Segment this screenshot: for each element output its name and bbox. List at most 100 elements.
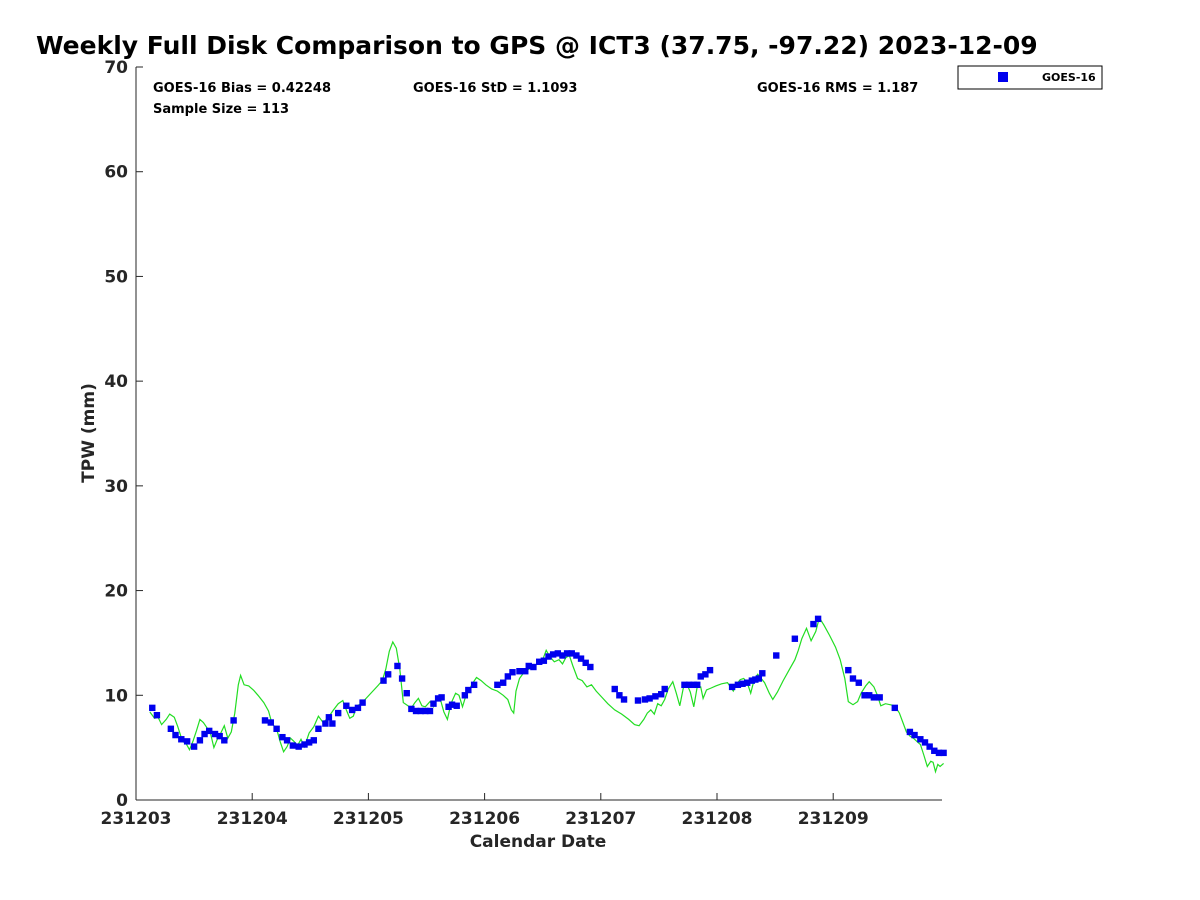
- goes16-point: [549, 651, 557, 658]
- goes16-point: [283, 737, 291, 744]
- goes16-point: [221, 737, 228, 744]
- goes16-point: [494, 681, 501, 689]
- goes16-point: [334, 709, 342, 717]
- goes16-point: [216, 732, 223, 740]
- y-tick-label: 30: [104, 477, 128, 497]
- goes16-point: [445, 703, 452, 711]
- goes16-point: [408, 705, 415, 713]
- goes16-point: [422, 707, 429, 715]
- goes16-point: [289, 742, 297, 749]
- goes16-point: [755, 675, 763, 682]
- goes16-point: [504, 673, 512, 680]
- goes16-point: [279, 733, 286, 741]
- goes16-point: [380, 677, 387, 684]
- goes16-point: [465, 686, 472, 694]
- goes16-point: [322, 720, 329, 727]
- goes16-point: [153, 711, 161, 719]
- x-tick-label: 231206: [449, 809, 520, 829]
- goes16-point: [861, 692, 868, 699]
- goes16-point: [426, 707, 434, 715]
- goes16-point: [814, 615, 822, 623]
- y-tick-label: 70: [104, 58, 128, 78]
- goes16-point: [652, 693, 659, 700]
- goes16-point: [810, 620, 817, 628]
- goes16-point: [611, 685, 618, 693]
- legend-box: [957, 65, 1103, 90]
- goes16-point: [525, 662, 532, 670]
- x-tick-label: 231208: [682, 809, 753, 829]
- goes16-point: [196, 737, 204, 744]
- goes16-point: [706, 666, 714, 674]
- goes16-point: [453, 702, 460, 709]
- goes16-point: [573, 652, 580, 659]
- goes16-point: [620, 696, 628, 703]
- y-tick-label: 10: [104, 686, 128, 706]
- y-tick-label: 40: [104, 372, 128, 392]
- goes16-point: [343, 702, 350, 709]
- goes16-point: [470, 681, 478, 689]
- goes16-point: [354, 704, 362, 712]
- goes16-point: [172, 731, 179, 739]
- goes16-point: [744, 679, 751, 686]
- goes16-point: [577, 655, 585, 662]
- goes16-point: [545, 653, 552, 660]
- goes16-point: [646, 695, 653, 702]
- goes16-point: [206, 727, 213, 735]
- goes16-point: [325, 714, 333, 721]
- y-axis-label: TPW (mm): [79, 383, 99, 483]
- goes16-point: [658, 691, 665, 698]
- x-tick-label: 231209: [798, 809, 869, 829]
- goes16-point: [931, 747, 938, 754]
- y-tick-label: 20: [104, 582, 128, 602]
- y-tick-label: 50: [104, 267, 128, 287]
- goes16-point: [690, 681, 697, 689]
- goes16-point: [540, 657, 548, 664]
- goes16-point: [149, 704, 156, 712]
- goes16-point: [697, 673, 704, 680]
- goes16-point: [516, 668, 523, 675]
- legend-marker-goes16: [998, 72, 1008, 82]
- goes16-point: [855, 679, 862, 686]
- rms-stat: GOES-16 RMS = 1.187: [757, 81, 918, 96]
- goes16-point: [183, 738, 191, 745]
- goes16-point: [582, 659, 589, 667]
- goes16-point: [921, 739, 929, 746]
- goes16-point: [430, 700, 437, 707]
- y-axis-ticks: 0 10 20 30 40 50 60 70: [104, 58, 143, 811]
- goes16-point: [926, 743, 933, 750]
- goes16-point: [461, 692, 469, 699]
- goes16-point: [935, 749, 943, 757]
- x-tick-label: 231205: [333, 809, 404, 829]
- goes16-point: [261, 717, 269, 724]
- goes16-point: [230, 717, 237, 724]
- goes16-point: [267, 719, 274, 726]
- goes16-point: [791, 635, 799, 642]
- goes16-point: [752, 676, 759, 683]
- goes16-point: [559, 652, 566, 659]
- chart-title: Weekly Full Disk Comparison to GPS @ ICT…: [36, 31, 1038, 60]
- goes16-point: [412, 707, 420, 715]
- goes16-point: [739, 680, 746, 687]
- goes16-point: [870, 694, 878, 701]
- goes16-point: [190, 743, 198, 750]
- goes16-point: [448, 701, 456, 708]
- y-tick-label: 60: [104, 163, 128, 183]
- goes16-point: [891, 704, 898, 712]
- goes16-point: [348, 706, 356, 714]
- goes16-point: [661, 685, 668, 693]
- goes16-point: [394, 662, 401, 670]
- x-tick-label: 231204: [217, 809, 288, 829]
- goes16-point: [305, 739, 313, 746]
- goes16-point: [509, 669, 516, 676]
- goes16-point: [499, 679, 507, 686]
- goes16-point: [315, 725, 322, 732]
- goes16-point: [530, 663, 537, 671]
- goes16-point: [876, 694, 883, 701]
- goes16-point: [295, 743, 302, 750]
- goes16-point: [748, 677, 756, 684]
- goes16-point: [536, 658, 543, 665]
- goes16-point: [681, 681, 688, 689]
- goes16-point: [522, 668, 529, 675]
- goes16-point: [773, 652, 780, 659]
